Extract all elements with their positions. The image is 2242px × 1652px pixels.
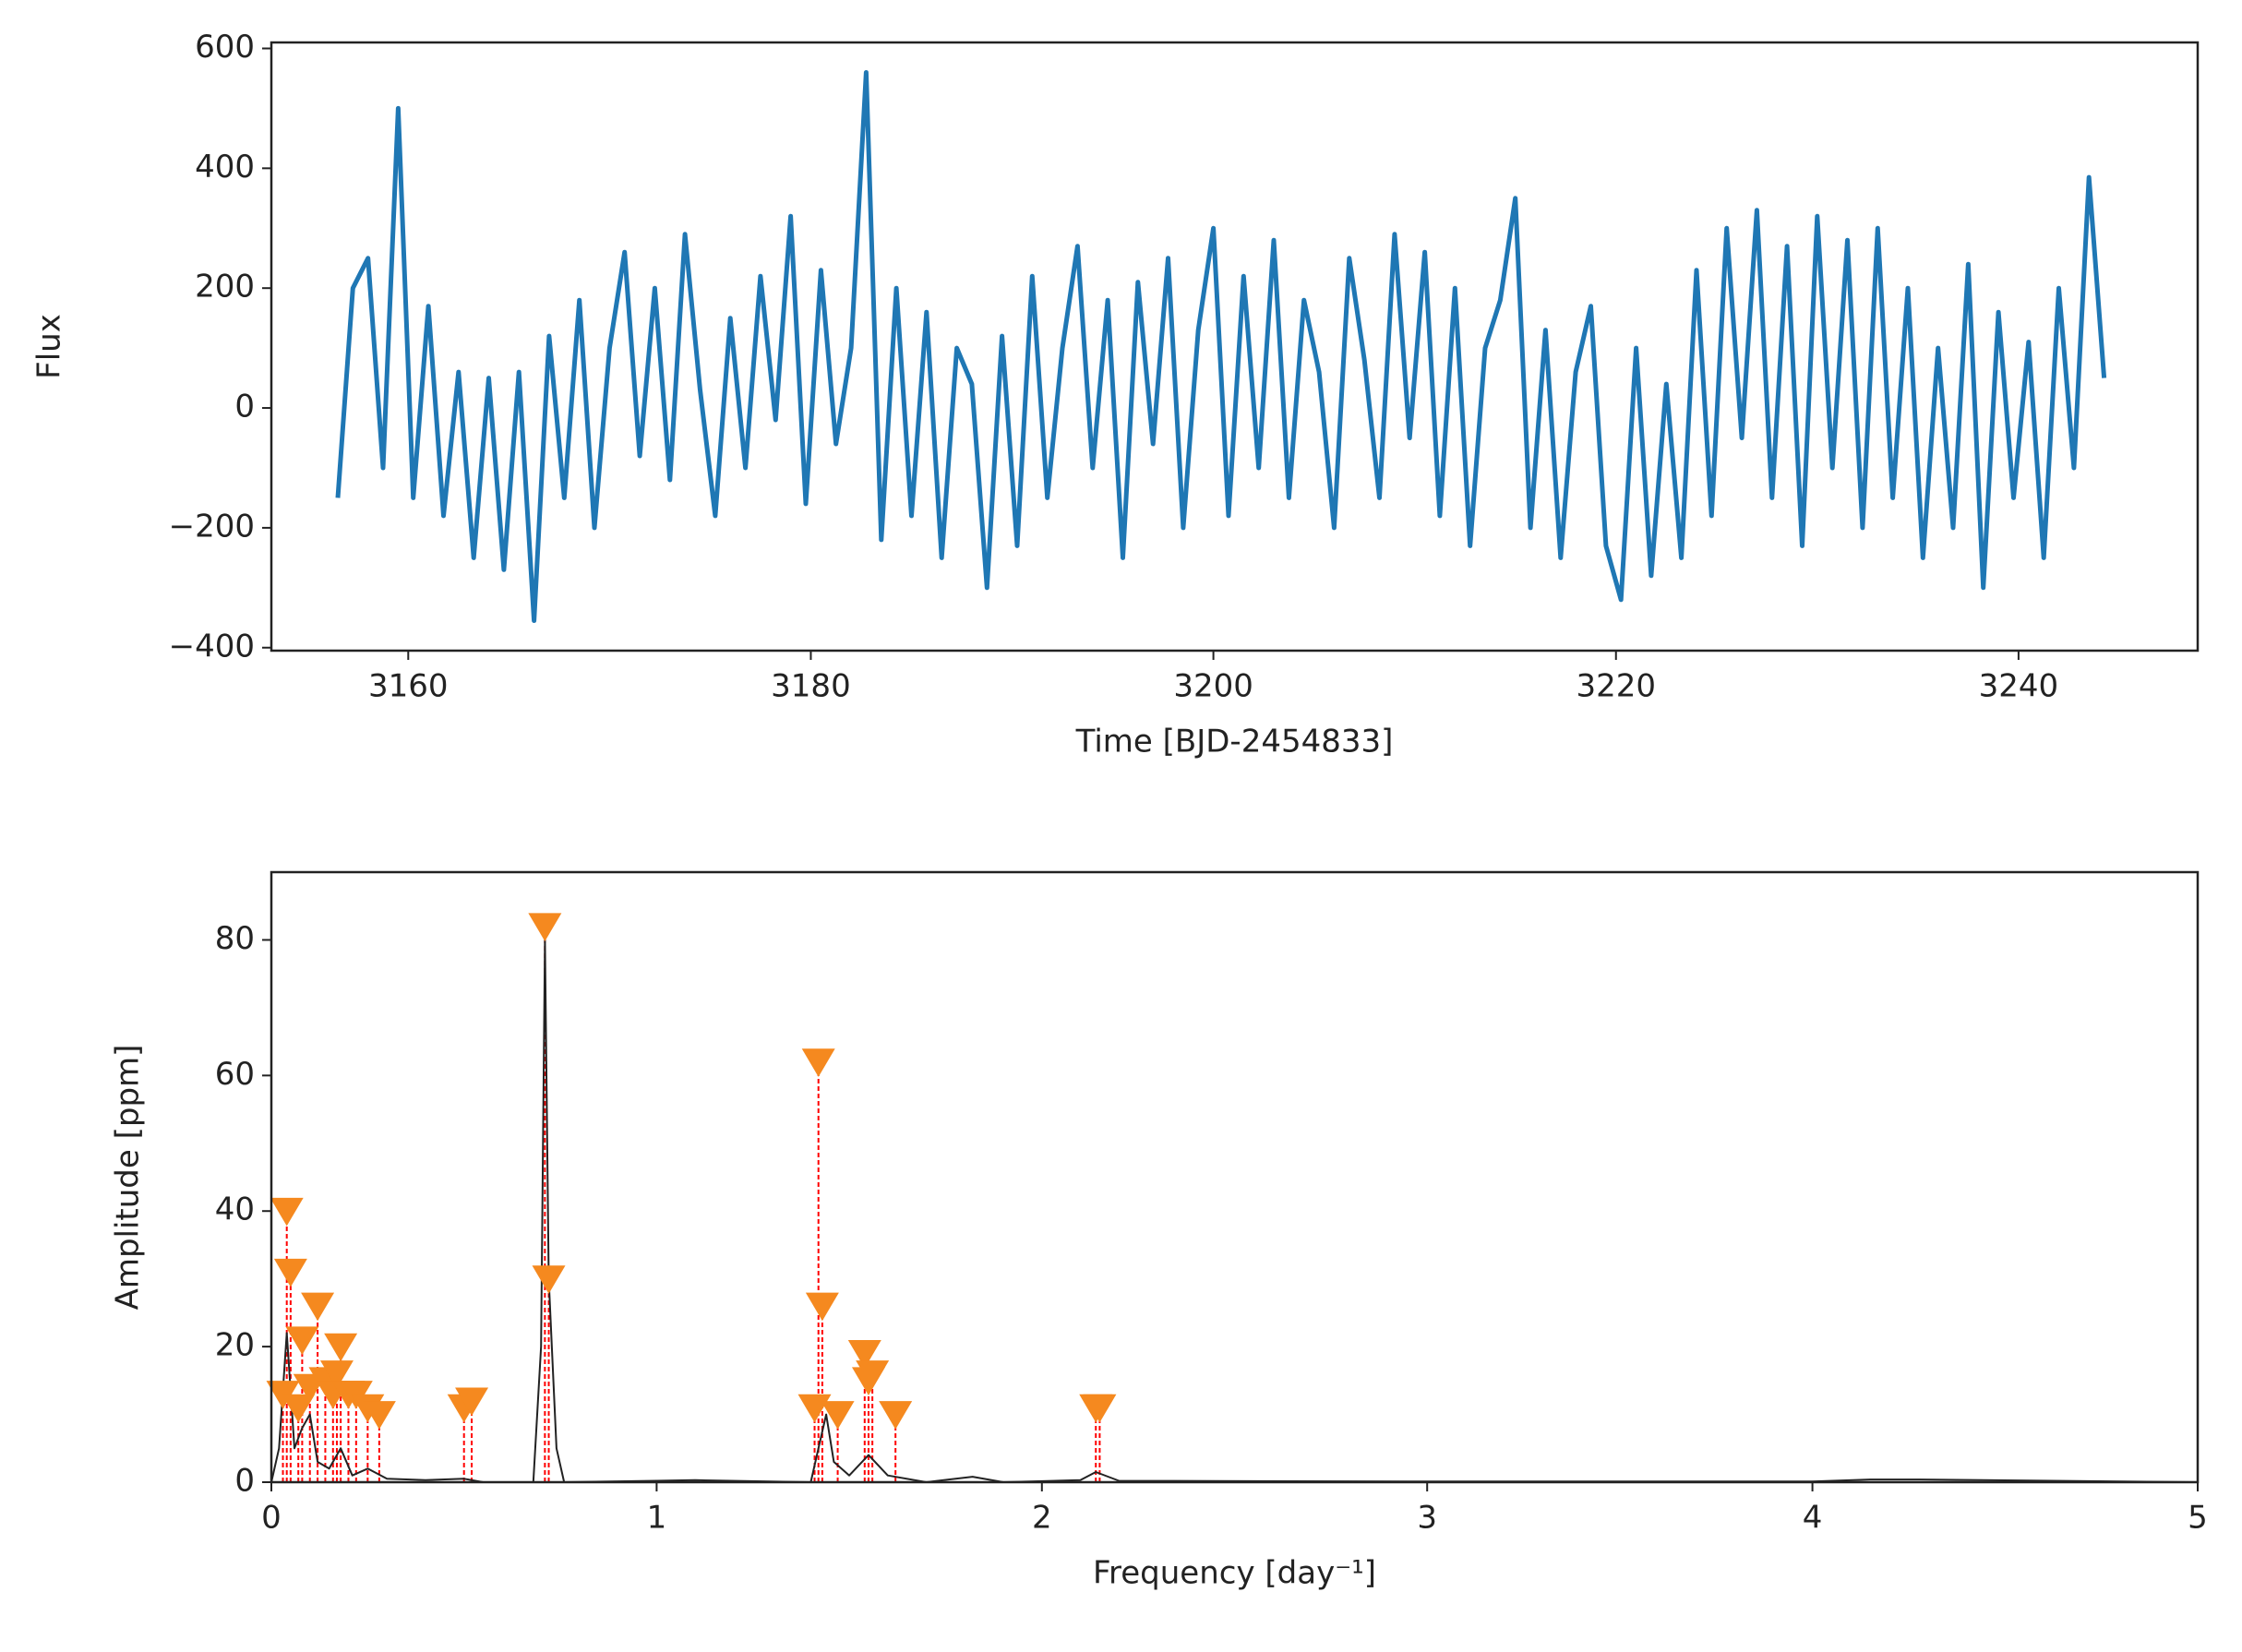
y-tick-label: 200 [195,269,255,305]
y-tick-label: 600 [195,29,255,66]
x-tick-label: 3200 [1173,668,1253,705]
peak-marker [1083,1394,1117,1423]
x-tick-label: 3 [1417,1500,1437,1537]
peak-marker [847,1340,881,1369]
y-tick-label: 60 [215,1056,255,1093]
peak-marker [270,1197,304,1227]
y-tick-label: 80 [215,920,255,957]
x-tick-label: 0 [261,1500,282,1537]
peak-marker [319,1360,354,1389]
x-tick-label: 5 [2188,1500,2208,1537]
plot-frame [270,41,2200,652]
data-line [335,70,2107,623]
y-tick-label: 40 [215,1191,255,1228]
peak-marker [273,1258,307,1287]
y-axis-label: Amplitude [ppm] [110,1045,147,1311]
x-tick-label: 3160 [368,668,449,705]
y-tick-label: 0 [234,389,255,425]
peak-marker [362,1401,396,1430]
data-line [270,939,2199,1483]
peak-marker [805,1292,839,1322]
peak-marker [879,1401,913,1430]
y-axis-label: Flux [31,314,68,379]
y-tick-label: −400 [169,628,255,664]
x-tick-label: 3220 [1576,668,1656,705]
x-axis-label: Time [BJD-2454833] [1075,724,1394,760]
x-axis-label: Frequency [day⁻¹] [1093,1555,1376,1592]
peak-marker [821,1401,855,1430]
y-tick-label: −200 [169,508,255,545]
peak-marker [856,1360,890,1389]
peak-marker [801,1048,835,1077]
x-tick-label: 3240 [1979,668,2059,705]
y-tick-label: 0 [234,1463,255,1500]
peak-marker [324,1333,358,1362]
x-tick-label: 4 [1803,1500,1823,1537]
peak-marker [301,1292,335,1322]
x-tick-label: 1 [647,1500,667,1537]
peak-marker [282,1394,316,1423]
x-tick-label: 3180 [771,668,851,705]
x-tick-label: 2 [1032,1500,1052,1537]
peak-marker [528,913,562,941]
peak-marker [285,1326,319,1355]
plot-frame [270,870,2200,1484]
peak-marker [455,1387,489,1417]
y-tick-label: 400 [195,149,255,186]
y-tick-label: 20 [215,1327,255,1364]
peak-marker [532,1265,566,1294]
